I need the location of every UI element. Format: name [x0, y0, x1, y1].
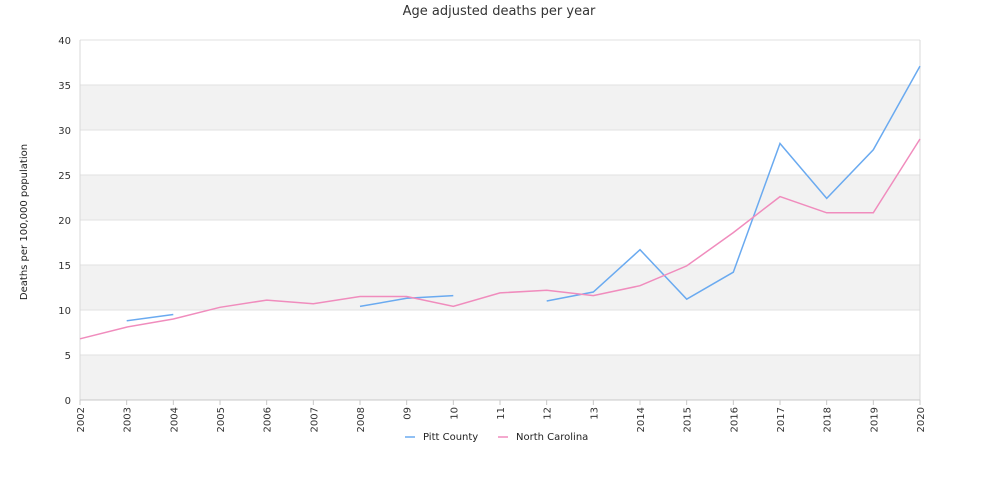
chart-title: Age adjusted deaths per year — [403, 4, 596, 19]
y-tick-label: 0 — [65, 396, 71, 407]
x-tick-label: 09 — [403, 407, 414, 420]
grid-band — [80, 265, 920, 310]
legend: Pitt County North Carolina — [405, 432, 588, 443]
series-lines — [79, 65, 921, 340]
x-tick-label: 2005 — [216, 407, 227, 432]
grid-bands — [80, 85, 920, 400]
x-tick-label: 2017 — [776, 407, 787, 432]
x-tick-label: 13 — [589, 407, 600, 420]
legend-label: North Carolina — [516, 432, 588, 443]
series-line — [359, 294, 454, 308]
y-tick-label: 5 — [65, 351, 71, 362]
y-axis-label: Deaths per 100,000 population — [19, 144, 30, 300]
x-tick-label: 11 — [496, 407, 507, 420]
grid-lines — [80, 39, 920, 401]
x-tick-label: 12 — [543, 407, 554, 420]
x-tick-label: 2002 — [76, 407, 87, 432]
series-line — [546, 65, 921, 302]
x-tick-label: 2007 — [309, 407, 320, 432]
y-axis-ticks: 0 5 10 15 20 25 30 35 40 — [58, 36, 71, 407]
y-tick-label: 25 — [58, 171, 71, 182]
series-line — [126, 313, 174, 322]
x-tick-label: 2014 — [636, 407, 647, 432]
x-tick-label: 2016 — [729, 407, 740, 432]
y-tick-label: 40 — [58, 36, 71, 47]
x-tick-label: 2003 — [123, 407, 134, 432]
x-tick-label: 2018 — [823, 407, 834, 432]
grid-band — [80, 355, 920, 400]
series-line — [79, 138, 921, 340]
x-tick-label: 10 — [449, 407, 460, 420]
x-tick-label: 2008 — [356, 407, 367, 432]
y-tick-label: 30 — [58, 126, 71, 137]
grid-band — [80, 175, 920, 220]
legend-label: Pitt County — [423, 432, 478, 443]
x-tick-label: 2006 — [263, 407, 274, 432]
y-tick-label: 35 — [58, 81, 71, 92]
x-tick-label: 2015 — [683, 407, 694, 432]
x-tick-label: 2020 — [916, 407, 927, 432]
x-tick-label: 2019 — [869, 407, 880, 432]
y-tick-label: 20 — [58, 216, 71, 227]
x-axis-ticks: 2002 2003 2004 2005 2006 2007 2008 09 10 11 12 13 20… — [76, 400, 927, 432]
y-tick-label: 15 — [58, 261, 71, 272]
x-tick-label: 2004 — [169, 407, 180, 432]
grid-band — [80, 85, 920, 130]
y-tick-label: 10 — [58, 306, 71, 317]
